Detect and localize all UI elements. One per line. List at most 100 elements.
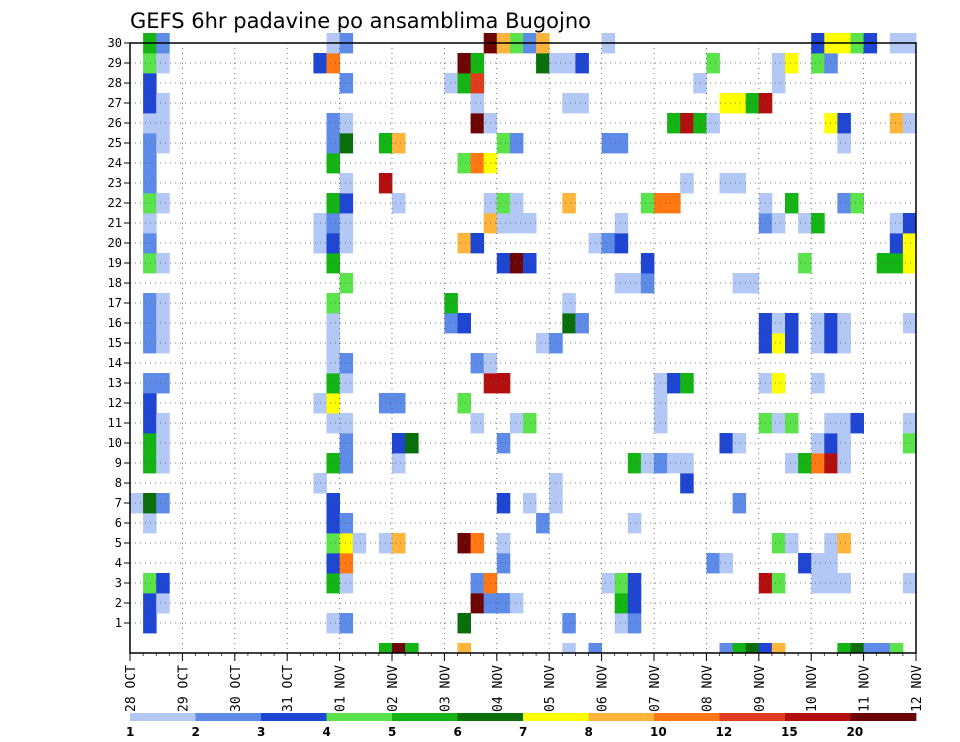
colorbar-label: 5 bbox=[388, 725, 396, 739]
y-tick-label: 12 bbox=[108, 396, 122, 410]
heatmap-cell bbox=[339, 133, 354, 154]
heatmap-cell bbox=[339, 173, 354, 194]
heatmap-cell bbox=[392, 643, 406, 654]
heatmap-cell bbox=[470, 533, 485, 554]
heatmap-cell bbox=[339, 73, 354, 94]
heatmap-cell bbox=[640, 453, 655, 474]
heatmap-cell bbox=[680, 173, 694, 194]
heatmap-cell bbox=[798, 253, 812, 274]
x-tick-label: 02 NOV bbox=[386, 665, 401, 712]
heatmap-cell bbox=[706, 113, 720, 134]
heatmap-cell bbox=[326, 513, 340, 534]
heatmap-cell bbox=[496, 433, 511, 454]
heatmap-cell bbox=[156, 93, 170, 114]
heatmap-cell bbox=[339, 513, 354, 534]
heatmap-cell bbox=[798, 213, 812, 234]
heatmap-cell bbox=[509, 133, 524, 154]
heatmap-cell bbox=[496, 593, 511, 614]
x-tick-label: 29 OCT bbox=[176, 665, 191, 712]
heatmap-cell bbox=[889, 643, 904, 654]
colorbar-swatch bbox=[850, 713, 917, 721]
heatmap-cell bbox=[470, 113, 485, 134]
heatmap-cell bbox=[771, 213, 786, 234]
x-tick-label: 08 NOV bbox=[700, 665, 715, 712]
y-tick-label: 1 bbox=[115, 616, 122, 630]
heatmap-cell bbox=[811, 573, 825, 594]
heatmap-cell bbox=[457, 73, 471, 94]
heatmap-cell bbox=[457, 313, 471, 334]
colorbar-swatch bbox=[261, 713, 327, 721]
heatmap-cell bbox=[811, 433, 825, 454]
heatmap-cell bbox=[811, 553, 825, 574]
x-tick-label: 04 NOV bbox=[491, 665, 506, 712]
heatmap-cell bbox=[785, 313, 799, 334]
y-tick-label: 16 bbox=[108, 316, 122, 330]
heatmap-cell bbox=[719, 433, 733, 454]
heatmap-cell bbox=[143, 233, 157, 254]
colorbar-swatch bbox=[326, 713, 393, 721]
heatmap-cell bbox=[732, 273, 747, 294]
x-tick-label: 05 NOV bbox=[543, 665, 558, 712]
heatmap-cell bbox=[156, 113, 170, 134]
heatmap-cell bbox=[143, 293, 157, 314]
heatmap-cell bbox=[156, 413, 170, 434]
heatmap-cell bbox=[837, 453, 851, 474]
y-tick-label: 22 bbox=[108, 196, 122, 210]
heatmap-cell bbox=[326, 53, 340, 74]
heatmap-cell bbox=[156, 373, 170, 394]
heatmap-cell bbox=[156, 193, 170, 214]
heatmap-cell bbox=[614, 613, 629, 634]
heatmap-cell bbox=[496, 193, 511, 214]
heatmap-cell bbox=[470, 413, 485, 434]
heatmap-cell bbox=[470, 573, 485, 594]
colorbar-label: 7 bbox=[519, 725, 527, 739]
heatmap-cell bbox=[837, 433, 851, 454]
heatmap-cell bbox=[156, 293, 170, 314]
heatmap-cell bbox=[771, 53, 786, 74]
heatmap-cell bbox=[143, 373, 157, 394]
heatmap-cell bbox=[837, 333, 851, 354]
y-tick-label: 15 bbox=[108, 336, 122, 350]
heatmap-cell bbox=[326, 133, 340, 154]
heatmap-cell bbox=[706, 53, 720, 74]
heatmap-cell bbox=[575, 53, 589, 74]
heatmap-cell bbox=[143, 213, 157, 234]
heatmap-cell bbox=[130, 493, 144, 514]
y-tick-label: 20 bbox=[108, 236, 122, 250]
heatmap-cell bbox=[339, 193, 354, 214]
colorbar-legend: 1 2 3 4 5 6 7 8 10 12 15 20 bbox=[126, 713, 917, 739]
heatmap-cell bbox=[339, 433, 354, 454]
heatmap-cell bbox=[601, 573, 616, 594]
heatmap-cell bbox=[143, 413, 157, 434]
y-tick-label: 28 bbox=[108, 76, 122, 90]
heatmap-cell bbox=[850, 413, 864, 434]
heatmap-cell bbox=[143, 573, 157, 594]
colorbar-label: 2 bbox=[192, 725, 200, 739]
heatmap-cell bbox=[143, 453, 157, 474]
heatmap-cell bbox=[326, 573, 340, 594]
colorbar-swatch bbox=[392, 713, 458, 721]
heatmap-cell bbox=[732, 93, 747, 114]
heatmap-cell bbox=[536, 333, 550, 354]
heatmap-cell bbox=[627, 453, 642, 474]
heatmap-cell bbox=[719, 553, 733, 574]
heatmap-cell bbox=[339, 453, 354, 474]
heatmap-cell bbox=[811, 333, 825, 354]
heatmap-cell bbox=[457, 613, 471, 634]
heatmap-cell bbox=[837, 643, 851, 654]
x-tick-label: 12 NOV bbox=[910, 665, 925, 712]
heatmap-cell bbox=[470, 593, 485, 614]
y-tick-label: 30 bbox=[108, 36, 122, 50]
heatmap-cell bbox=[352, 533, 367, 554]
heatmap-cell bbox=[889, 113, 904, 134]
heatmap-cell bbox=[562, 193, 576, 214]
heatmap-cell bbox=[627, 593, 642, 614]
x-tick-label: 07 NOV bbox=[648, 665, 663, 712]
heatmap-cell bbox=[392, 433, 406, 454]
heatmap-cell bbox=[326, 553, 340, 574]
heatmap-cell bbox=[902, 213, 917, 234]
heatmap-cell bbox=[785, 193, 799, 214]
heatmap-cell bbox=[156, 453, 170, 474]
heatmap-cell bbox=[143, 133, 157, 154]
heatmap-cell bbox=[588, 643, 602, 654]
